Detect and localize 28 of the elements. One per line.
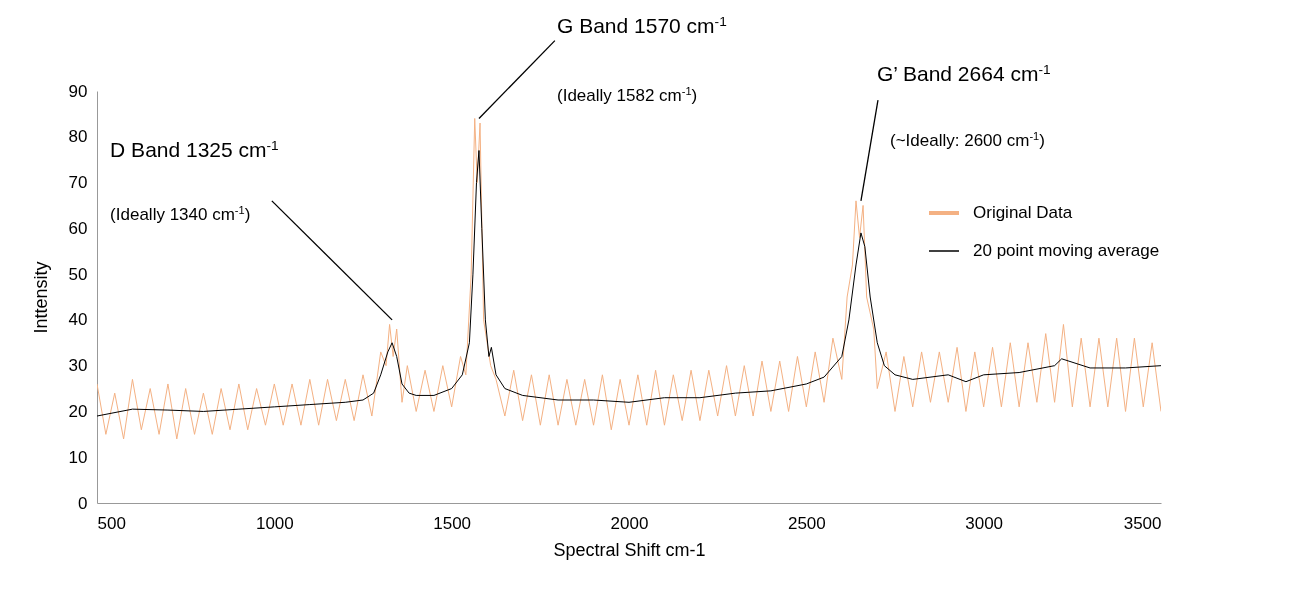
x-tick-label: 500: [97, 513, 126, 533]
y-tick-label: 80: [68, 127, 88, 147]
y-tick-label: 0: [78, 493, 88, 513]
x-tick-label: 1000: [255, 513, 294, 533]
y-tick-label: 70: [68, 173, 88, 193]
x-tick-label: 1500: [433, 513, 472, 533]
y-tick-label: 20: [68, 401, 88, 421]
annotation: D Band 1325 cm$^{-1}$: [110, 137, 279, 161]
x-tick-label: 3000: [965, 513, 1004, 533]
annotation: G Band 1570 cm$^{-1}$: [557, 13, 727, 37]
y-tick-label: 50: [68, 264, 88, 284]
y-tick-label: 90: [68, 81, 88, 101]
x-tick-label: 2000: [610, 513, 649, 533]
legend-label: Original Data: [973, 203, 1073, 222]
line-series: [97, 117, 1161, 440]
y-tick-label: 40: [68, 310, 88, 330]
annotation: G’ Band 2664 cm$^{-1}$: [876, 61, 1051, 85]
annotation: (Ideally 1582 cm$^{-1}$): [557, 84, 698, 105]
y-tick-label: 60: [68, 218, 88, 238]
y-tick-label: 10: [68, 447, 88, 467]
y-axis-title: Inttensity: [30, 261, 51, 334]
x-axis-title: Spectral Shift cm-1: [553, 539, 706, 560]
annotation: (~Ideally: 2600 cm$^{-1}$): [890, 130, 1045, 151]
x-tick-label: 2500: [787, 513, 826, 533]
x-tick-label: 3500: [1123, 513, 1162, 533]
legend-label: 20 point moving average: [973, 241, 1160, 260]
annotation: (Ideally 1340 cm$^{-1}$): [110, 203, 251, 224]
y-tick-label: 30: [68, 356, 88, 376]
